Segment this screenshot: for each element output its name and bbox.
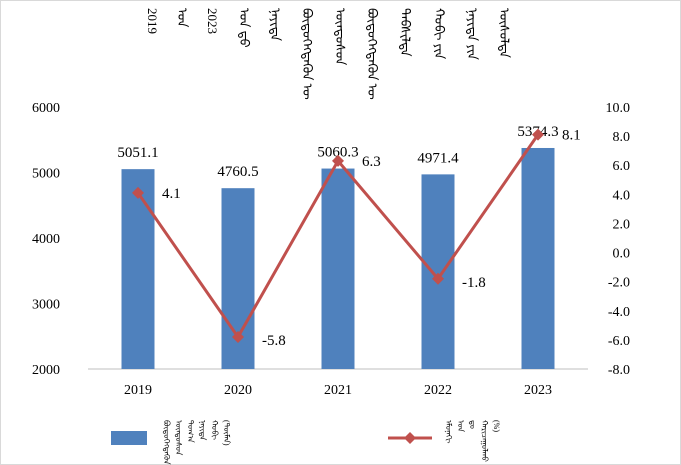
line-data-label: -5.8 [262, 333, 286, 349]
y-left-tick-label: 5000 [32, 167, 60, 182]
legend-text-line: ᠡᠮᠦᠨᠡᠬᠢ [444, 420, 453, 444]
title-line: 2019 [145, 8, 160, 34]
title-line: ᠦᠨᠳᠦᠰᠦᠨ [333, 8, 348, 66]
x-tick-label: 2021 [324, 383, 352, 398]
x-tick-label: 2019 [124, 383, 152, 398]
title-line: ᠳᠡᠪᠰᠢᠯᠲᠡ [398, 8, 413, 57]
title-line: ᠨᠡᠶᠢᠲᠡ ᠶᠢᠨ [465, 8, 480, 60]
title-line: ᠣᠨ ᠳ᠋ᠤ [237, 8, 252, 48]
title-line: ᠪᠦᠲᠦᠭᠡᠭᠳᠡᠬᠦᠨ ᠦ [300, 8, 315, 100]
line-point [232, 330, 244, 343]
title-line: ᠦᠰᠦᠯᠲᠡ [497, 8, 512, 58]
y-right-tick-label: 4.0 [613, 188, 631, 203]
legend-text-line: ᠪᠦᠲᠦᠭᠡᠭᠳᠡᠬᠦᠨ [162, 420, 171, 465]
x-tick-label: 2023 [524, 383, 552, 398]
legend-text-line: ᠲᠣᠭ᠎ᠠ [186, 420, 195, 443]
title-line: ᠣᠨ [175, 8, 190, 28]
title-line: ᠬᠤᠪᠢ ᠶᠢᠨ [432, 8, 447, 60]
legend-text-line: ᠨᠡᠶᠢᠲᠡ [198, 420, 207, 441]
title-line: 2023 [205, 8, 220, 34]
title-line: ᠪᠦᠲᠦᠭᠡᠭᠳᠡᠬᠦᠨ ᠦ [365, 8, 380, 100]
line-point [132, 186, 144, 199]
y-left-tick-label: 2000 [32, 363, 60, 378]
legend-text-line: ᠦᠨᠳᠦᠰᠦᠨ [174, 420, 183, 456]
legend-text-line: ᠬᠠᠷᠢᠴᠠᠭᠤᠯᠬᠤ [480, 420, 489, 462]
y-right-tick-label: 6.0 [613, 159, 631, 174]
y-right-tick-label: 10.0 [606, 101, 631, 116]
line-data-label: 4.1 [162, 186, 181, 202]
legend-text-line: ᠬᠤᠪᠢ [210, 420, 219, 440]
bar-data-label: 5060.3 [317, 145, 358, 161]
line-point [432, 272, 444, 285]
legend-text-line: (%) [492, 420, 501, 432]
title-line: ᠨᠡᠶᠢᠲᠡ [268, 8, 283, 41]
legend-text-line: (ᠲᠦᠮᠡᠨ) [222, 420, 231, 446]
y-left-tick-label: 6000 [32, 101, 60, 116]
bar [121, 169, 155, 369]
line-point [332, 154, 344, 167]
legend-bar-swatch [111, 431, 147, 445]
line-data-label: 8.1 [562, 128, 581, 144]
bar [321, 168, 355, 369]
bar [521, 147, 555, 369]
y-left-tick-label: 3000 [32, 298, 60, 313]
y-right-tick-label: -6.0 [608, 334, 630, 349]
bar-data-label: 5051.1 [117, 145, 158, 161]
y-left-tick-label: 4000 [32, 232, 60, 247]
bar [421, 174, 455, 369]
y-right-tick-label: -4.0 [608, 305, 630, 320]
line-data-label: -1.8 [462, 275, 486, 291]
line-data-label: 6.3 [362, 154, 381, 170]
x-tick-label: 2020 [224, 383, 252, 398]
bar-data-label: 4760.5 [217, 164, 258, 180]
y-right-tick-label: 8.0 [613, 130, 631, 145]
y-right-tick-label: -8.0 [608, 363, 630, 378]
bar-data-label: 4971.4 [417, 150, 459, 166]
y-right-tick-label: 0.0 [613, 247, 631, 262]
x-tick-label: 2022 [424, 383, 452, 398]
y-right-tick-label: -2.0 [608, 276, 630, 291]
line-point [532, 128, 544, 141]
legend-text-line: ᠣᠨ [456, 420, 465, 432]
legend-line-marker [404, 432, 416, 444]
legend-text-line: ᠳᠤ [468, 420, 477, 429]
y-right-tick-label: 2.0 [613, 217, 631, 232]
